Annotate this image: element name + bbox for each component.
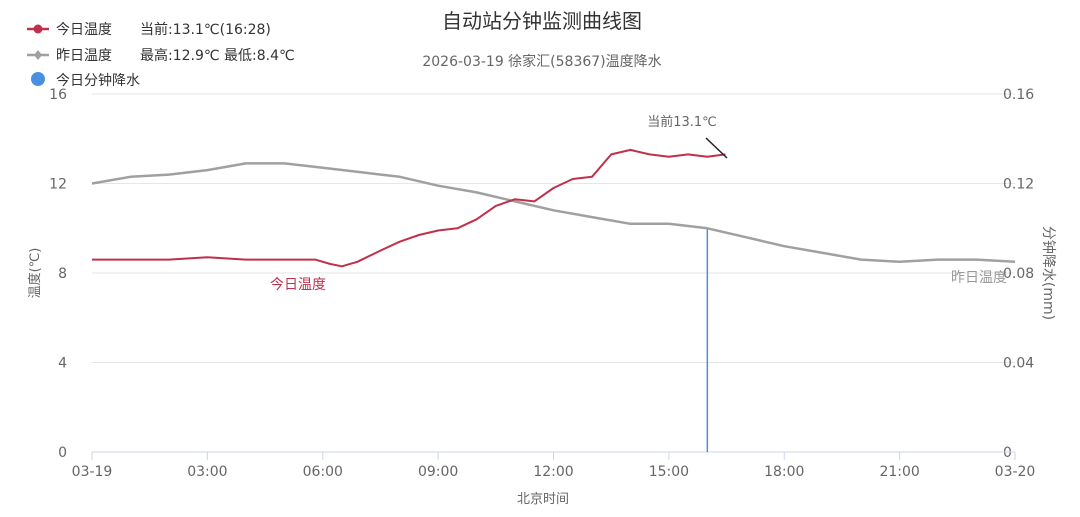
chart-title: 自动站分钟监测曲线图 (442, 9, 642, 33)
y2-tick-label: 0.16 (1003, 87, 1034, 103)
x-tick-label: 03:00 (187, 464, 227, 480)
legend-marker-precip (31, 72, 45, 86)
y2-tick-label: 0.12 (1003, 177, 1034, 193)
x-tick-label: 09:00 (418, 464, 458, 480)
today-series-label: 今日温度 (270, 277, 326, 293)
legend-label-today: 今日温度 (56, 22, 112, 38)
grid (92, 93, 1015, 453)
y2-axis-label: 分钟降水(mm) (1040, 226, 1057, 320)
series-group (91, 148, 1016, 452)
x-tick-label: 18:00 (764, 464, 804, 480)
x-tick-label: 03-20 (995, 464, 1036, 480)
legend: 今日温度 当前:13.1℃(16:28) 昨日温度 最高:12.9℃ 最低:8.… (27, 21, 295, 89)
legend-info-today: 当前:13.1℃(16:28) (140, 21, 271, 38)
y-axis-right: 0 0.04 0.08 0.12 0.16 (1003, 87, 1034, 461)
legend-label-precip: 今日分钟降水 (56, 72, 140, 89)
y-tick-label: 4 (58, 356, 67, 372)
legend-label-yesterday: 昨日温度 (56, 48, 112, 64)
legend-item-today[interactable]: 今日温度 当前:13.1℃(16:28) (27, 21, 271, 38)
yesterday-temperature-line (91, 162, 1016, 264)
today-temperature-line (92, 148, 726, 268)
x-axis: 03-19 03:00 06:00 09:00 12:00 15:00 18:00 21:00… (72, 451, 1036, 480)
x-axis-label: 北京时间 (517, 492, 569, 507)
x-tick-label: 12:00 (533, 464, 573, 480)
legend-item-yesterday[interactable]: 昨日温度 最高:12.9℃ 最低:8.4℃ (27, 47, 295, 64)
y2-tick-label: 0.08 (1003, 266, 1034, 282)
y-axis-label: 温度(℃) (27, 248, 43, 299)
chart-subtitle: 2026-03-19 徐家汇(58367)温度降水 (422, 53, 661, 70)
x-tick-label: 03-19 (72, 464, 113, 480)
x-tick-label: 15:00 (649, 464, 689, 480)
x-tick-label: 06:00 (303, 464, 343, 480)
x-tick-label: 21:00 (879, 464, 919, 480)
y-tick-label: 0 (58, 445, 67, 461)
y2-tick-label: 0.04 (1003, 356, 1034, 372)
legend-item-precip[interactable]: 今日分钟降水 (31, 72, 140, 89)
y-tick-label: 8 (58, 266, 67, 282)
legend-info-yesterday: 最高:12.9℃ 最低:8.4℃ (140, 47, 295, 64)
annotation-pointer (705, 137, 728, 159)
y-tick-label: 12 (49, 177, 67, 193)
yesterday-series-label: 昨日温度 (951, 270, 1007, 286)
y2-tick-label: 0 (1003, 445, 1012, 461)
legend-marker-today (33, 24, 43, 34)
y-tick-label: 16 (49, 87, 67, 103)
y-axis-left: 0 4 8 12 16 (49, 87, 67, 461)
legend-marker-yesterday (34, 50, 42, 60)
current-annotation: 当前13.1℃ (647, 114, 717, 130)
